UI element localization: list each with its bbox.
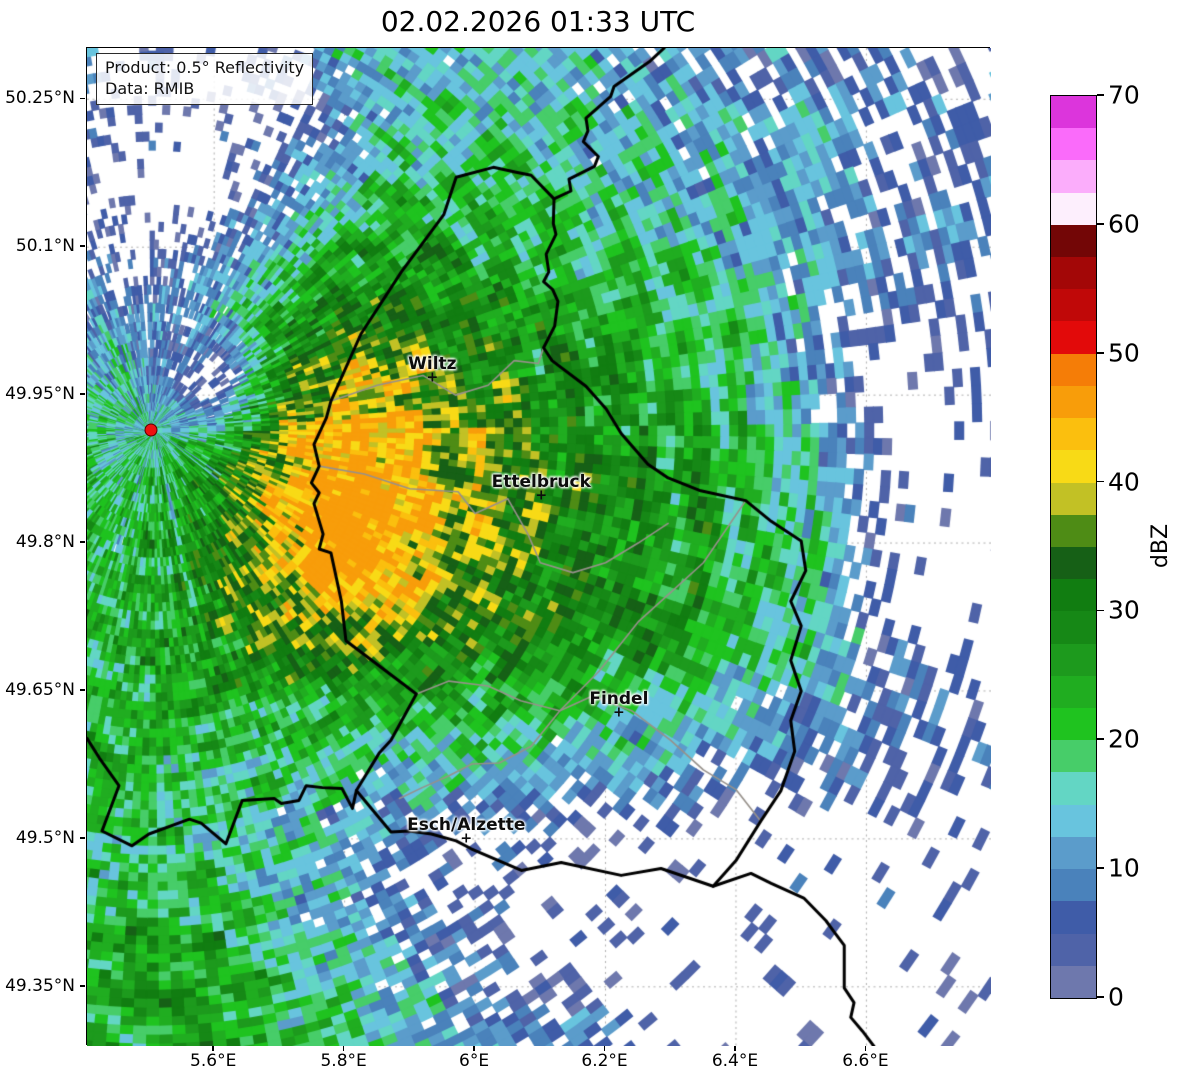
- colorbar-axis-label: dBZ: [1148, 523, 1173, 569]
- city-marker-findel: +: [613, 703, 625, 720]
- y-axis-tick-label: 49.95°N: [5, 384, 75, 405]
- colorbar-segment-40-42.5dbz: [1051, 450, 1096, 483]
- x-axis-tick: [473, 1046, 475, 1051]
- colorbar-segment-27.5-30dbz: [1051, 611, 1096, 644]
- colorbar-tick-label: 70: [1108, 80, 1140, 110]
- colorbar-segment-22.5-25dbz: [1051, 675, 1096, 709]
- y-axis-tick-label: 49.8°N: [15, 532, 75, 553]
- colorbar-tick-label: 0: [1108, 982, 1124, 1012]
- y-axis-tick: [80, 97, 85, 100]
- x-axis-tick: [212, 1046, 214, 1051]
- colorbar-segment-65-67.5dbz: [1051, 128, 1096, 161]
- y-axis-tick: [80, 689, 85, 691]
- x-axis-tick: [864, 1046, 867, 1051]
- x-axis-tick-label: 5.6°E: [190, 1051, 237, 1071]
- y-axis-tick-label: 49.35°N: [5, 975, 75, 996]
- city-marker-ettelbruck: +: [535, 487, 548, 504]
- colorbar-segment-45-47.5dbz: [1051, 385, 1096, 419]
- x-axis-tick-label: 6.4°E: [711, 1051, 759, 1071]
- x-axis-tick: [603, 1046, 606, 1051]
- colorbar-segment-5-7.5dbz: [1051, 901, 1096, 934]
- colorbar-segment-10-12.5dbz: [1051, 836, 1096, 870]
- colorbar-segment-55-57.5dbz: [1051, 256, 1096, 290]
- colorbar-tick: [1097, 867, 1104, 869]
- colorbar-segment-17.5-20dbz: [1051, 740, 1096, 773]
- colorbar-tick: [1097, 609, 1104, 612]
- colorbar-segment-35-37.5dbz: [1051, 514, 1096, 547]
- city-marker-esch-alzette: +: [460, 830, 473, 847]
- page-title: 02.02.2026 01:33 UTC: [380, 5, 696, 38]
- y-axis-tick-label: 50.25°N: [5, 88, 75, 109]
- city-label-esch-alzette: Esch/Alzette: [407, 814, 526, 835]
- radar-reflectivity-canvas: [87, 48, 991, 1046]
- colorbar-segment-30-32.5dbz: [1051, 579, 1096, 612]
- x-axis-tick-label: 6.6°E: [842, 1051, 889, 1071]
- y-axis-tick-label: 49.65°N: [5, 679, 75, 700]
- product-label: Product: 0.5° Reflectivity: [105, 58, 305, 77]
- x-axis-tick-label: 5.8°E: [320, 1051, 367, 1071]
- city-marker-wiltz: +: [426, 369, 439, 386]
- colorbar-tick-label: 20: [1108, 724, 1140, 754]
- colorbar-segment-57.5-60dbz: [1051, 224, 1096, 257]
- colorbar-segment-25-27.5dbz: [1051, 643, 1096, 676]
- colorbar-tick: [1097, 996, 1104, 998]
- colorbar-segment-62.5-65dbz: [1051, 160, 1096, 193]
- city-label-wiltz: Wiltz: [408, 354, 457, 375]
- colorbar-segment-2.5-5dbz: [1051, 933, 1096, 966]
- y-axis-tick: [80, 245, 85, 247]
- colorbar-segment-32.5-35dbz: [1051, 546, 1096, 580]
- colorbar-segment-52.5-55dbz: [1051, 289, 1096, 322]
- colorbar-segment-12.5-15dbz: [1051, 804, 1096, 837]
- colorbar-segment-15-17.5dbz: [1051, 772, 1096, 805]
- colorbar-tick: [1097, 94, 1104, 96]
- colorbar-segment-60-62.5dbz: [1051, 192, 1096, 225]
- colorbar-segment-20-22.5dbz: [1051, 708, 1096, 741]
- colorbar-tick-label: 50: [1108, 338, 1140, 368]
- colorbar: [1050, 95, 1097, 999]
- colorbar-segment-47.5-50dbz: [1051, 353, 1096, 386]
- colorbar-tick-label: 60: [1108, 209, 1140, 239]
- colorbar-tick-label: 40: [1108, 467, 1140, 497]
- y-axis-tick: [80, 985, 85, 987]
- y-axis-tick-label: 49.5°N: [15, 827, 75, 848]
- product-info-box: Product: 0.5° Reflectivity Data: RMIB: [96, 53, 314, 106]
- x-axis-tick: [734, 1046, 736, 1051]
- colorbar-segment-0-2.5dbz: [1051, 965, 1096, 998]
- colorbar-segment-37.5-40dbz: [1051, 482, 1096, 515]
- colorbar-segment-50-52.5dbz: [1051, 321, 1096, 354]
- x-axis-tick: [342, 1046, 345, 1051]
- colorbar-tick: [1097, 738, 1104, 741]
- y-axis-tick: [80, 837, 85, 839]
- colorbar-segment-7.5-10dbz: [1051, 869, 1096, 902]
- city-label-ettelbruck: Ettelbruck: [491, 471, 591, 492]
- colorbar-tick-label: 30: [1108, 595, 1140, 625]
- colorbar-tick: [1097, 223, 1104, 225]
- colorbar-segment-42.5-45dbz: [1051, 418, 1096, 451]
- x-axis-tick-label: 6.2°E: [581, 1051, 628, 1071]
- colorbar-tick-label: 10: [1108, 853, 1140, 883]
- radar-site-dot: [144, 423, 158, 437]
- colorbar-tick: [1097, 351, 1104, 354]
- x-axis-tick-label: 6°E: [459, 1051, 490, 1071]
- colorbar-segment-67.5-70dbz: [1051, 95, 1096, 129]
- colorbar-tick: [1097, 480, 1104, 483]
- y-axis-tick: [80, 541, 85, 543]
- city-label-findel: Findel: [589, 688, 649, 709]
- y-axis-tick-label: 50.1°N: [15, 236, 75, 257]
- map-frame: Product: 0.5° Reflectivity Data: RMIB: [86, 47, 991, 1046]
- data-source-label: Data: RMIB: [105, 79, 195, 99]
- y-axis-tick: [80, 393, 85, 395]
